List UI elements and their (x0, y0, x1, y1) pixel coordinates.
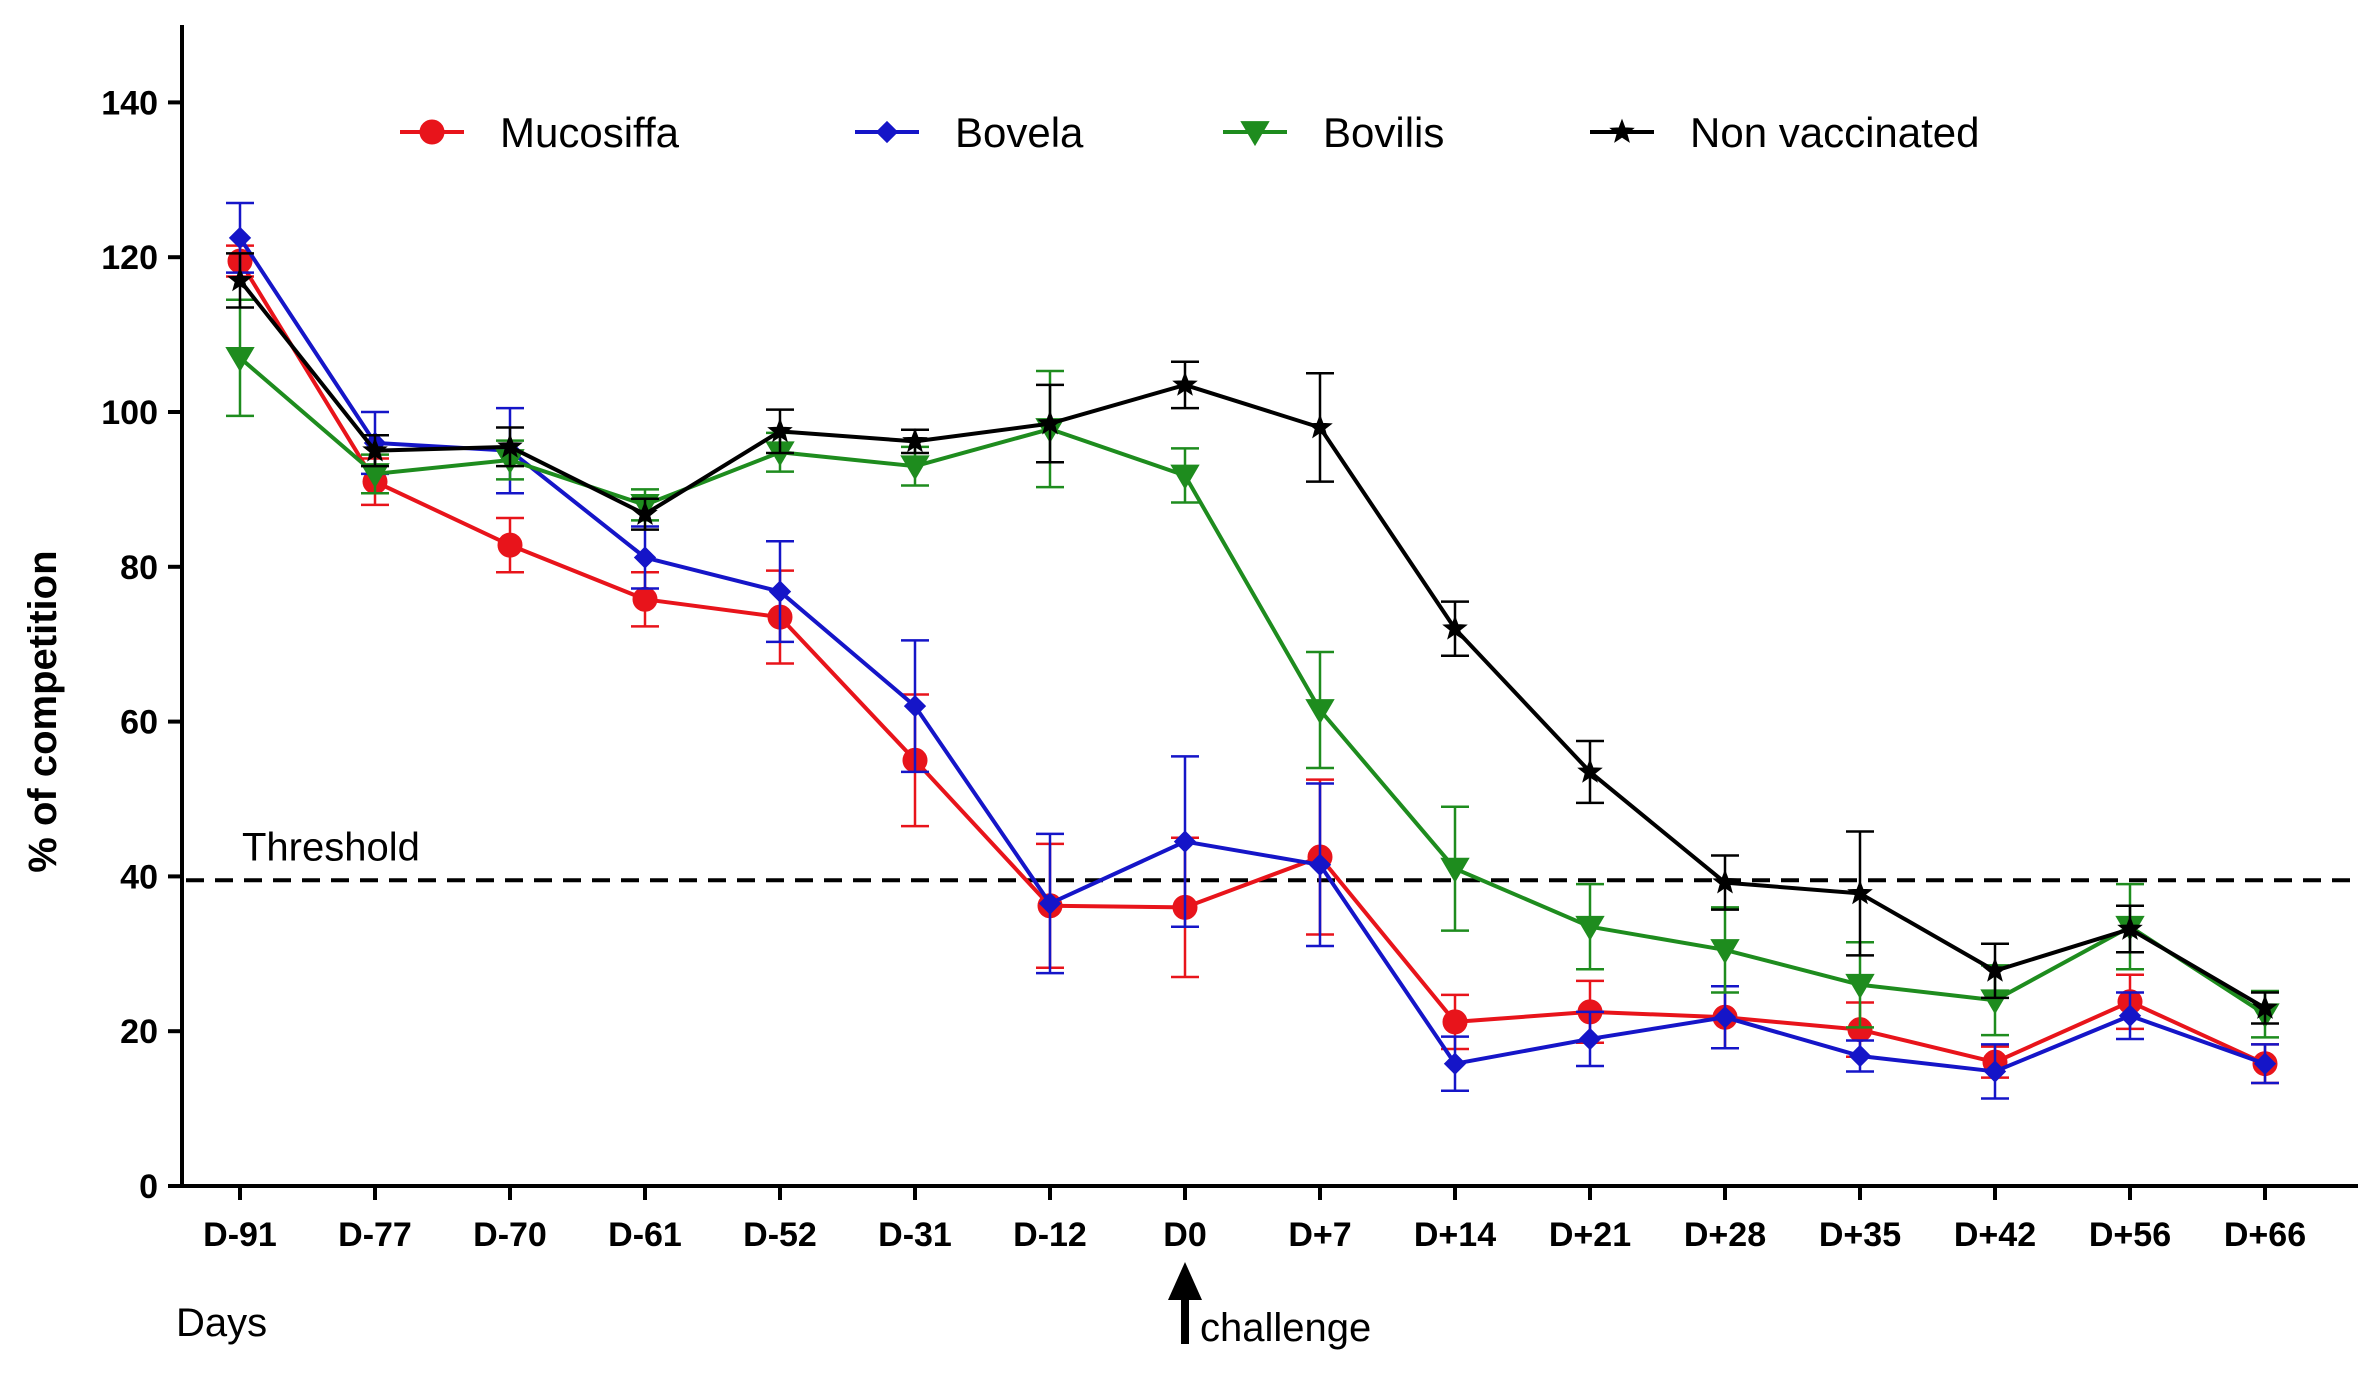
x-tick-label: D+14 (1414, 1216, 1496, 1254)
x-tick-label: D-12 (1013, 1216, 1087, 1254)
data-point-triangle (1710, 939, 1740, 965)
y-tick-label: 140 (101, 84, 158, 122)
data-point-star (497, 433, 523, 458)
data-point-star (1037, 410, 1063, 435)
data-point-circle (632, 586, 658, 612)
data-point-triangle (1170, 464, 1200, 490)
y-tick-label: 60 (120, 704, 158, 742)
legend-label: Bovela (955, 109, 1084, 156)
data-point-circle (419, 119, 445, 145)
data-point-diamond (1848, 1044, 1872, 1068)
legend-item: Bovilis (1223, 109, 1444, 156)
legend-label: Bovilis (1323, 109, 1444, 156)
series-group (225, 201, 2280, 1100)
data-point-star (1442, 615, 1468, 640)
data-point-star (767, 417, 793, 443)
series-bovilis (225, 298, 2280, 1039)
data-point-diamond (2118, 1004, 2142, 1027)
data-point-circle (497, 532, 523, 558)
x-axis-title: Days (176, 1301, 267, 1345)
x-tick-label: D0 (1163, 1216, 1206, 1254)
x-tick-label: D-61 (608, 1216, 682, 1254)
challenge-arrow-head-icon (1168, 1262, 1202, 1300)
x-tick-label: D-77 (338, 1216, 412, 1254)
threshold-group: Threshold (186, 825, 2358, 883)
y-ticks: 0 20 40 60 80 100 120 140 (101, 84, 182, 1206)
legend-label: Mucosiffa (500, 109, 680, 156)
data-point-triangle (1305, 699, 1335, 725)
series-bovela (226, 201, 2279, 1100)
data-point-star (2252, 994, 2278, 1019)
data-point-star (902, 427, 928, 453)
legend-item: Non vaccinated (1590, 109, 1980, 156)
data-point-star (1577, 758, 1603, 783)
legend-item: Bovela (855, 109, 1084, 156)
x-tick-label: D-52 (743, 1216, 817, 1254)
x-ticks: D-91 D-77 D-70 D-61 D-52 D-31 D-12 D0 D+7 D+14 D+2… (203, 1186, 2306, 1254)
data-point-star (362, 437, 388, 462)
data-point-diamond (2253, 1052, 2277, 1075)
data-point-diamond (875, 120, 899, 144)
data-point-diamond (768, 580, 792, 603)
data-point-star (1307, 414, 1333, 439)
series-line (238, 236, 2266, 1074)
x-tick-label: D+66 (2224, 1216, 2306, 1254)
x-tick-label: D-31 (878, 1216, 952, 1254)
data-point-diamond (1308, 853, 1332, 876)
data-point-triangle (900, 455, 930, 481)
x-tick-label: D+21 (1549, 1216, 1631, 1254)
x-tick-label: D+56 (2089, 1216, 2171, 1254)
y-tick-label: 120 (101, 239, 158, 277)
data-point-star (2117, 915, 2143, 940)
data-point-diamond (1713, 1006, 1737, 1029)
x-tick-label: D+35 (1819, 1216, 1901, 1254)
axes (180, 25, 2358, 1188)
series-non-vaccinated (226, 252, 2279, 1025)
data-point-triangle (1575, 915, 1605, 941)
data-point-diamond (228, 226, 252, 250)
data-point-circle (1442, 1009, 1468, 1035)
data-point-diamond (1038, 892, 1062, 915)
challenge-annotation: challenge (1168, 1262, 1371, 1350)
y-axis-title: % of competition (21, 550, 65, 872)
y-tick-label: 80 (120, 549, 158, 587)
data-point-triangle (1240, 121, 1270, 147)
series-line (238, 260, 2266, 1066)
x-tick-label: D+42 (1954, 1216, 2036, 1254)
data-point-star (632, 500, 658, 526)
y-tick-label: 0 (139, 1168, 158, 1206)
data-point-diamond (903, 694, 927, 718)
x-tick-label: D-91 (203, 1216, 277, 1254)
data-point-star (1712, 869, 1738, 894)
data-point-diamond (1173, 830, 1197, 853)
data-point-triangle (1440, 857, 1470, 883)
y-tick-label: 40 (120, 858, 158, 896)
data-point-star (1982, 957, 2008, 982)
series-line (238, 279, 2267, 1010)
series-line (238, 356, 2267, 1016)
data-point-diamond (1983, 1060, 2007, 1083)
threshold-label: Threshold (242, 825, 420, 869)
x-tick-label: D-70 (473, 1216, 547, 1254)
data-point-diamond (1578, 1027, 1602, 1051)
x-tick-label: D+28 (1684, 1216, 1766, 1254)
data-point-triangle (225, 346, 255, 372)
legend-label: Non vaccinated (1690, 109, 1980, 156)
legend-item: Mucosiffa (400, 109, 680, 156)
data-point-star (1847, 880, 1873, 905)
data-point-star (1172, 371, 1198, 396)
challenge-label: challenge (1200, 1306, 1371, 1350)
data-point-star (227, 266, 253, 292)
y-tick-label: 100 (101, 394, 158, 432)
y-tick-label: 20 (120, 1013, 158, 1051)
data-point-diamond (633, 546, 657, 569)
data-point-star (1609, 118, 1635, 143)
legend: Mucosiffa Bovela Bovilis Non vaccinated (400, 109, 1980, 156)
data-point-triangle (1845, 973, 1875, 999)
data-point-diamond (1443, 1052, 1467, 1075)
x-tick-label: D+7 (1288, 1216, 1351, 1254)
